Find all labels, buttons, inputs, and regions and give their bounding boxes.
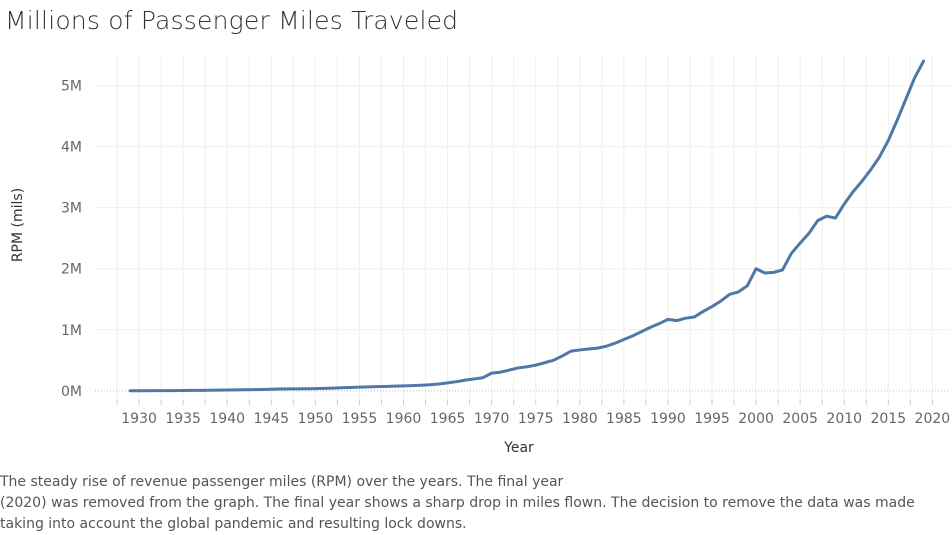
x-tick-label: 2015 <box>870 411 906 427</box>
x-tick-label: 1930 <box>121 411 157 427</box>
x-tick-label: 1970 <box>474 411 510 427</box>
rpm-series-line <box>128 59 926 393</box>
x-tick-label: 1975 <box>518 411 554 427</box>
caption-line-1: The steady rise of revenue passenger mil… <box>0 474 564 490</box>
chart-title: Millions of Passenger Miles Traveled <box>5 6 459 35</box>
x-axis-title: Year <box>503 440 534 456</box>
y-tick-label: 2M <box>61 262 82 278</box>
x-tick-label: 2010 <box>826 411 862 427</box>
y-axis: 0M 1M 2M 3M 4M 5M <box>61 79 82 400</box>
y-tick-label: 1M <box>61 323 82 339</box>
x-tick-label: 1955 <box>342 411 378 427</box>
y-tick-label: 0M <box>61 384 82 400</box>
x-tick-label: 2005 <box>782 411 818 427</box>
line-chart: 1930 1935 1940 1945 1950 1955 1960 1965 1970 1975… <box>10 55 951 456</box>
caption-line-3: taking into account the global pandemic … <box>0 516 467 532</box>
x-axis: 1930 1935 1940 1945 1950 1955 1960 1965 1970 1975… <box>116 400 951 427</box>
x-tick-label: 1995 <box>694 411 730 427</box>
chart-caption: The steady rise of revenue passenger mil… <box>0 472 950 535</box>
y-axis-title: RPM (mils) <box>10 188 26 262</box>
x-tick-label: 1985 <box>606 411 642 427</box>
x-tick-label: 1940 <box>209 411 245 427</box>
x-tick-label: 1945 <box>253 411 289 427</box>
y-tick-label: 5M <box>61 79 82 95</box>
x-tick-label: 1960 <box>386 411 422 427</box>
x-tick-label: 1965 <box>430 411 466 427</box>
x-tick-label: 1980 <box>562 411 598 427</box>
x-tick-label: 1950 <box>298 411 334 427</box>
caption-line-2: (2020) was removed from the graph. The f… <box>0 495 915 511</box>
y-tick-label: 4M <box>61 140 82 156</box>
x-tick-label: 1990 <box>650 411 686 427</box>
x-tick-label: 2000 <box>738 411 774 427</box>
x-tick-label: 1935 <box>165 411 201 427</box>
x-tick-label: 2020 <box>915 411 951 427</box>
gridlines <box>95 55 950 400</box>
y-tick-label: 3M <box>61 201 82 217</box>
series-line-group <box>128 59 926 393</box>
